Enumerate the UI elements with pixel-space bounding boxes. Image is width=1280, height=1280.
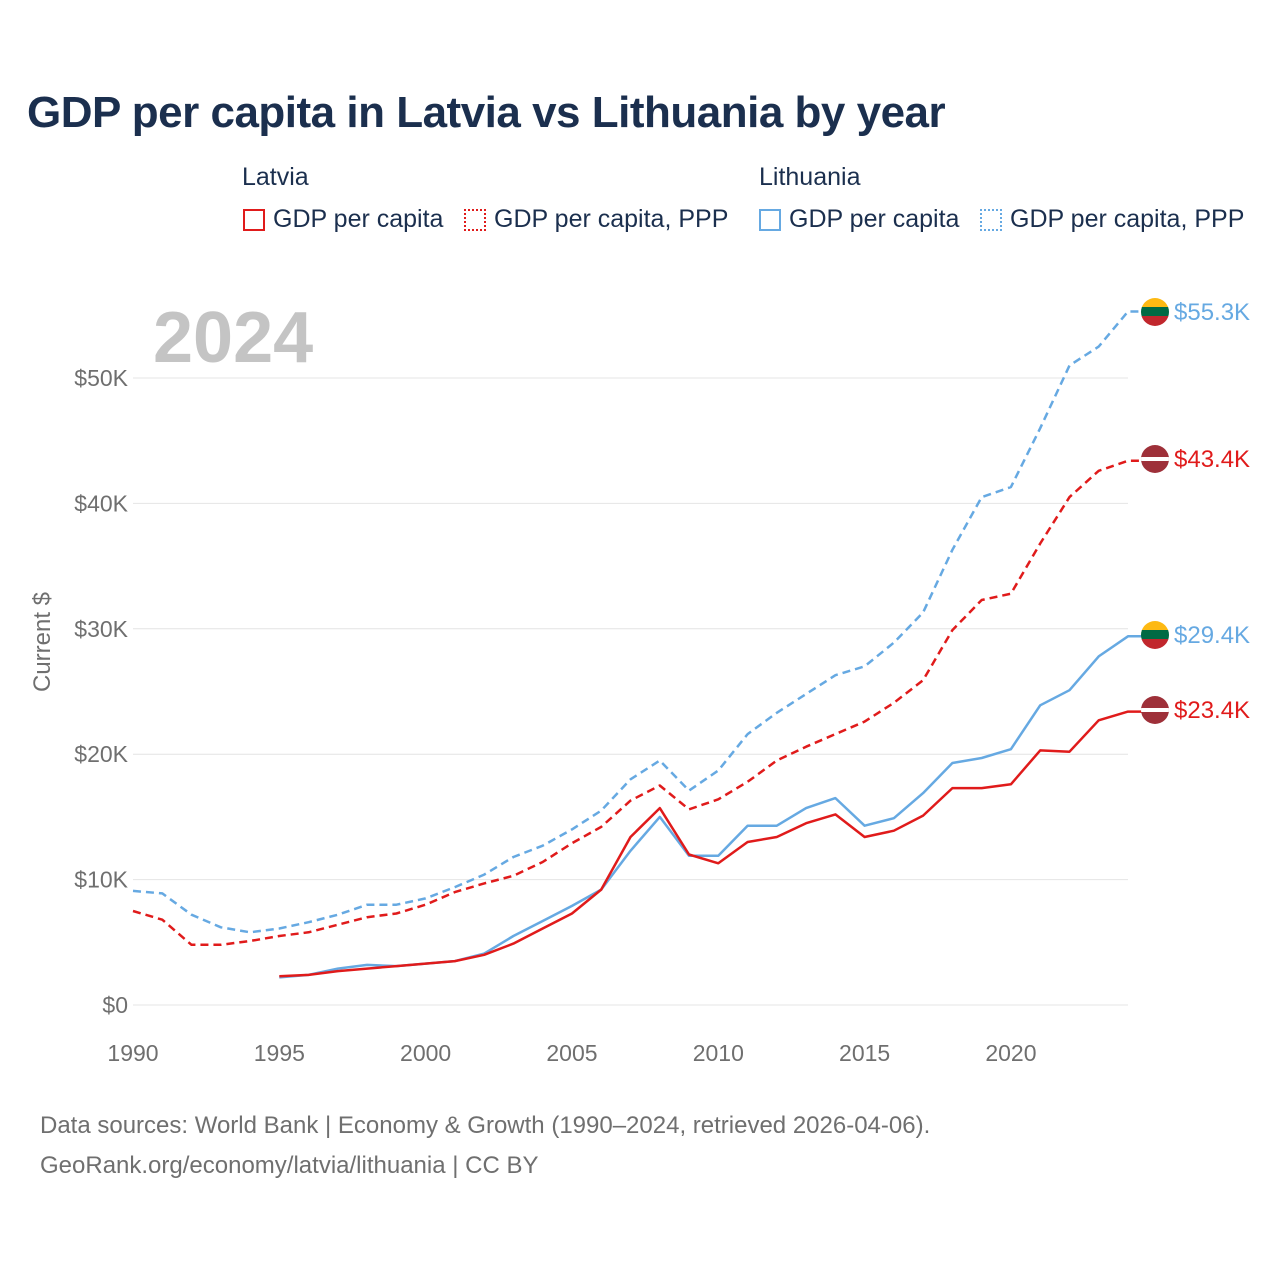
legend-item-latvia-ppp[interactable]: GDP per capita, PPP (464, 205, 728, 234)
legend-swatch-lithuania-gdp (759, 208, 781, 231)
source-link[interactable]: GeoRank.org/economy/latvia/lithuania | C… (40, 1152, 539, 1179)
flag-latvia-icon (1141, 445, 1169, 473)
end-label-latvia-ppp: $43.4K (1174, 446, 1250, 473)
x-tick-label: 1990 (107, 1040, 158, 1066)
flag-lithuania-icon (1141, 298, 1169, 326)
flag-latvia-icon (1141, 696, 1169, 724)
end-label-lithuania-ppp: $55.3K (1174, 299, 1250, 326)
x-tick-label: 1995 (254, 1040, 305, 1066)
legend-swatch-latvia-gdp (243, 208, 265, 231)
y-tick-label: $0 (102, 992, 128, 1018)
flag-lithuania-icon (1141, 621, 1169, 649)
source-note: Data sources: World Bank | Economy & Gro… (40, 1106, 930, 1186)
legend-label-lithuania-ppp: GDP per capita, PPP (1010, 205, 1245, 233)
series-line-lithuania-gdp (279, 635, 1142, 979)
year-label: 2024 (153, 298, 313, 378)
legend-group-latvia: Latvia (242, 163, 309, 191)
chart-title: GDP per capita in Latvia vs Lithuania by… (27, 88, 946, 137)
legend-swatch-latvia-ppp (464, 208, 486, 231)
legend-item-latvia-gdp[interactable]: GDP per capita (243, 205, 443, 234)
series-line-latvia-ppp (132, 459, 1142, 947)
x-tick-label: 2000 (400, 1040, 451, 1066)
legend-item-lithuania-gdp[interactable]: GDP per capita (759, 205, 959, 234)
legend-item-lithuania-ppp[interactable]: GDP per capita, PPP (980, 205, 1244, 234)
y-tick-label: $20K (74, 741, 128, 767)
x-tick-label: 2010 (693, 1040, 744, 1066)
end-label-latvia-gdp: $23.4K (1174, 697, 1250, 724)
legend-group-lithuania: Lithuania (759, 163, 861, 191)
y-tick-label: $30K (74, 616, 128, 642)
source-line: Data sources: World Bank | Economy & Gro… (40, 1112, 931, 1139)
y-tick-label: $50K (74, 365, 128, 391)
y-tick-label: $40K (74, 490, 128, 516)
x-tick-label: 2005 (546, 1040, 597, 1066)
legend-swatch-lithuania-ppp (980, 208, 1002, 231)
x-tick-label: 2015 (839, 1040, 890, 1066)
legend-label-latvia-ppp: GDP per capita, PPP (494, 205, 729, 233)
legend-label-lithuania-gdp: GDP per capita (789, 205, 960, 233)
series-line-lithuania-ppp (132, 310, 1142, 934)
y-tick-label: $10K (74, 867, 128, 893)
y-axis-label: Current $ (29, 592, 56, 692)
x-tick-label: 2020 (985, 1040, 1036, 1066)
end-label-lithuania-gdp: $29.4K (1174, 622, 1250, 649)
legend-label-latvia-gdp: GDP per capita (273, 205, 444, 233)
series-line-latvia-gdp (279, 710, 1142, 978)
